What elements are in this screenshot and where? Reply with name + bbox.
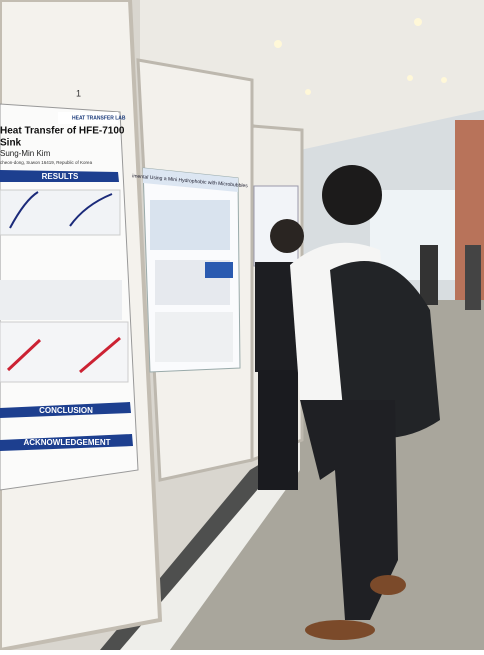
visitor-backpack: [330, 261, 440, 438]
ceiling-light: [407, 75, 413, 81]
ceiling: [140, 0, 484, 160]
section-title: ACKNOWLEDGEMENT: [23, 438, 110, 447]
poster-curve: [6, 336, 121, 374]
lab-logo: [58, 112, 118, 124]
visitor-legs: [300, 400, 398, 620]
lab-name: HEAT TRANSFER LAB: [72, 115, 126, 121]
ceiling-light: [441, 77, 447, 83]
poster-figure: [0, 189, 121, 236]
shoe: [305, 620, 375, 640]
poster-title: Sink: [0, 138, 22, 149]
presenter-legs: [258, 370, 298, 490]
section-header: [0, 402, 131, 418]
poster-table: [0, 280, 122, 320]
poster-header: [143, 168, 238, 192]
visitor-head: [322, 165, 382, 225]
section-header: [0, 434, 133, 451]
poster-affiliation: cheon-dong, Suwon 16419, Republic of Kor…: [0, 160, 93, 165]
ceiling-light: [274, 40, 282, 48]
poster-figure: [155, 312, 233, 362]
shoe: [370, 575, 406, 595]
poster-figure: [150, 200, 230, 250]
poster-figure: [205, 262, 233, 278]
ceiling-light: [305, 89, 311, 95]
section-title: CONCLUSION: [39, 406, 93, 415]
section-title: RESULTS: [42, 172, 79, 181]
board-number: 1: [76, 88, 81, 98]
person: [465, 245, 481, 310]
section-header: [0, 170, 119, 182]
poster-figure: [0, 321, 129, 383]
ceiling-light: [414, 18, 422, 26]
poster-curve: [9, 191, 113, 229]
poster-author: Sung-Min Kim: [0, 149, 51, 158]
presenter-head: [270, 219, 304, 253]
poster-title: Heat Transfer of HFE-7100: [0, 126, 125, 137]
person: [420, 245, 438, 305]
